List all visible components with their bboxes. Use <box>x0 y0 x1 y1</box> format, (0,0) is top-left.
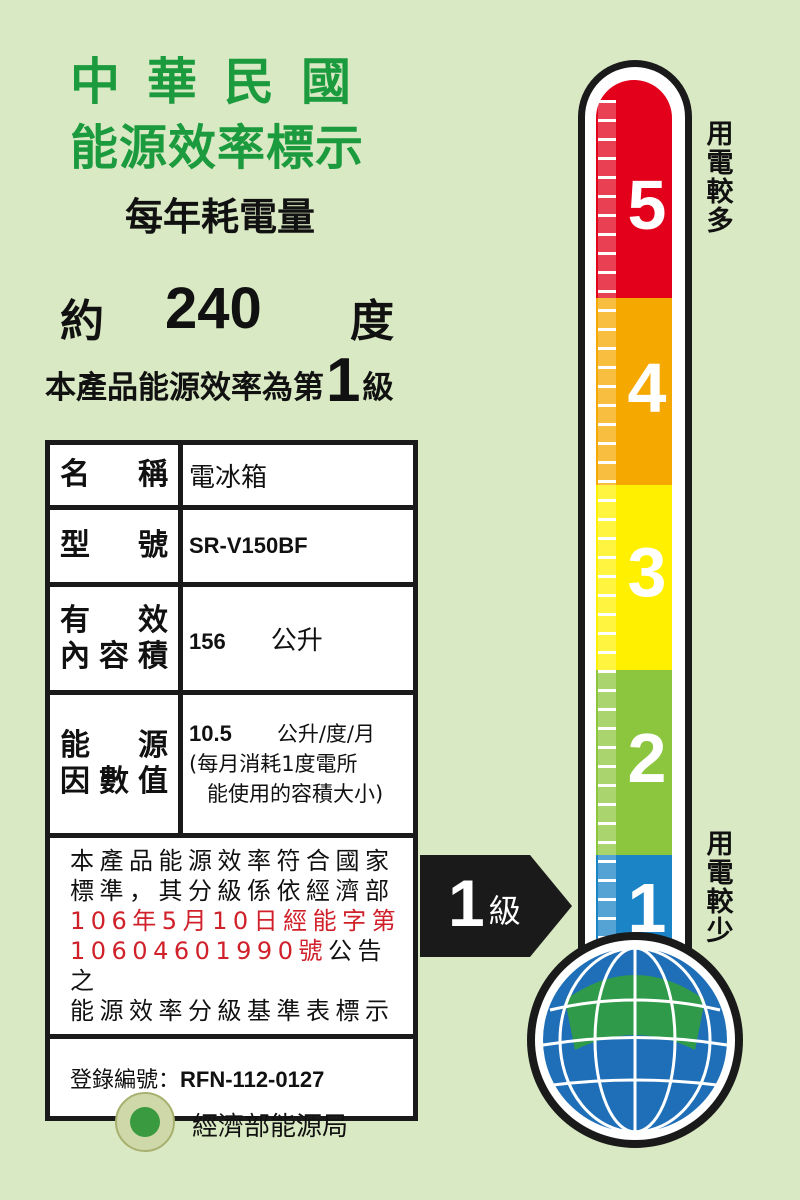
level-5-label: 5 <box>627 166 667 244</box>
consumption-prefix: 約 <box>60 296 104 347</box>
level-3-label: 3 <box>627 533 667 611</box>
high-usage-label: 用電較多 <box>706 119 734 237</box>
registration-number: RFN-112-0127 <box>180 1066 325 1092</box>
consumption-value: 240 <box>165 276 262 341</box>
volume-unit: 公升 <box>270 626 323 656</box>
low-usage-label: 用電較少 <box>706 829 734 947</box>
model-value: SR-V150BF <box>178 505 418 587</box>
registration: 登錄編號：RFN-112-0127 <box>45 1034 418 1121</box>
globe-bulb <box>527 932 743 1148</box>
current-grade-indicator: 1 級 <box>448 866 521 940</box>
issuer: 經濟部能源局 <box>192 1112 349 1142</box>
scale-ticks <box>598 100 616 940</box>
model-label: 型 號 <box>45 505 183 587</box>
factor-value: 10.5 <box>189 721 232 746</box>
bureau-of-energy-logo <box>115 1092 175 1152</box>
consumption-unit: 度 <box>350 296 394 347</box>
grade-after: 級 <box>362 370 394 406</box>
name-value: 電冰箱 <box>178 440 418 510</box>
statement: 本產品能源效率符合國家 標準，其分級係依經濟部 106年5月10日經能字第 10… <box>45 833 418 1039</box>
factor-note-2: 能使用的容積大小) <box>207 782 384 806</box>
grade-number: 1 <box>326 346 361 415</box>
volume-value: 156 <box>189 629 226 654</box>
volume-label: 有 效內容積 <box>45 582 183 695</box>
title-line-2: 能源效率標示 <box>70 120 365 176</box>
current-grade-arrow <box>420 855 572 957</box>
grade-statement: 本產品能源效率為第 1 級 <box>45 346 394 415</box>
level-4-label: 4 <box>627 349 667 427</box>
factor-note-1: (每月消耗1度電所 <box>189 752 358 776</box>
level-2-label: 2 <box>627 719 667 797</box>
factor-unit: 公升/度/月 <box>276 722 375 746</box>
factor-label: 能 源因數值 <box>45 690 183 838</box>
name-label: 名 稱 <box>45 440 183 510</box>
subtitle: 每年耗電量 <box>125 195 316 239</box>
spec-table: 名 稱電冰箱 型 號 SR-V150BF 有 效內容積 156 公升 能 源因數值 … <box>45 440 418 1121</box>
grade-before: 本產品能源效率為第 <box>45 370 324 406</box>
title-line-1: 中華民國 <box>70 53 378 111</box>
